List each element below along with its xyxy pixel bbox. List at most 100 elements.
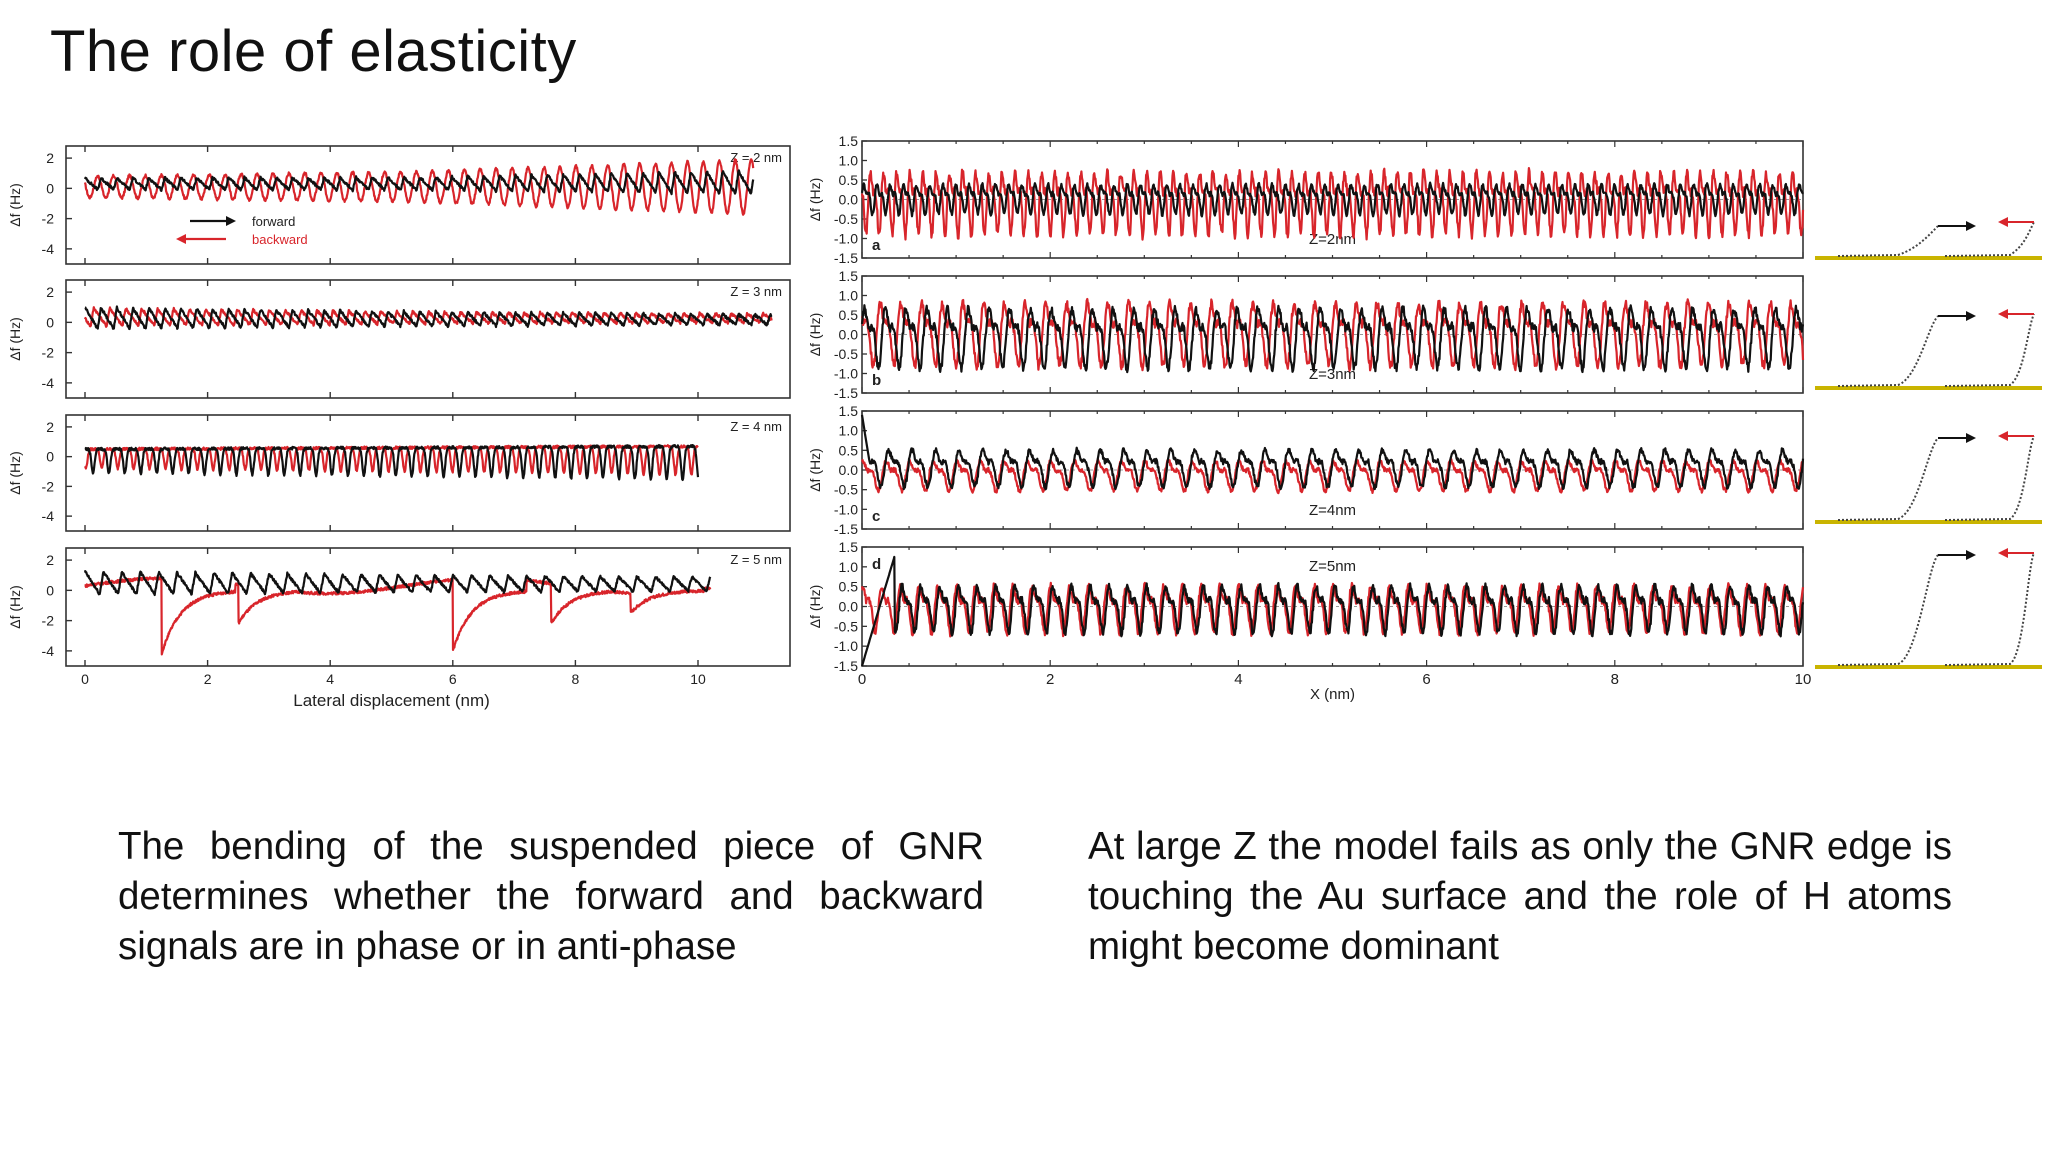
paragraph-right: At large Z the model fails as only the G… [1088,825,1952,968]
y-tick-label: -1.0 [834,231,858,247]
y-tick-label: 2 [46,150,54,166]
x-tick-label: 6 [1422,671,1430,688]
panel-letter: a [872,237,881,254]
y-tick-label: -1.5 [834,250,858,266]
legend-forward-label: forward [252,214,295,229]
y-tick-label: 0.5 [839,579,859,595]
exp-subplot-2: 2 0 -2 -4 Δf (Hz) Z = 3 nm [7,279,791,399]
figure: 2 0 -2 -4 Δf (Hz) Z = 2 nm 2 0 -2 -4 Δf (Hz) Z = 3 … [7,133,2042,710]
z-label: Z = 4 nm [730,419,782,434]
y-tick-label: 1.0 [839,288,859,304]
z-label: Z=4nm [1309,502,1356,519]
x-axis-label: Lateral displacement (nm) [293,691,490,710]
backward-arrow-head [1998,548,2008,558]
exp-trace-backward-4 [84,576,712,656]
x-tick-label: 4 [326,671,334,687]
panel-letter: c [872,508,880,525]
y-tick-label: -4 [42,375,55,391]
z-label: Z = 2 nm [730,150,782,165]
x-tick-label: 10 [1795,671,1812,688]
y-tick-label: 0.0 [839,462,859,478]
gnr-backward-shape [1944,221,2035,257]
sim-trace-forward-a [860,181,1804,218]
y-axis-label: Δf (Hz) [807,178,823,222]
y-tick-label: 0 [46,180,54,196]
y-tick-label: 0.0 [839,327,859,343]
gnr-backward-shape [1944,552,2035,666]
exp-trace-forward-4 [83,570,712,597]
y-axis-label: Δf (Hz) [7,451,23,495]
y-tick-label: -0.5 [834,346,858,362]
sim-trace-forward-b [860,304,1805,374]
sim-trace-forward-c [860,414,1805,491]
sim-subplot-b: 1.5 1.0 0.5 0.0 -0.5 -1.0 -1.5 Δf (Hz) b Z=3nm [807,268,1805,401]
y-tick-label: -1.5 [834,385,858,401]
paragraph-left: The bending of the suspended piece of GN… [118,825,984,968]
x-tick-label: 4 [1234,671,1242,688]
y-tick-label: 1.0 [839,153,859,169]
x-tick-label: 0 [81,671,89,687]
z-label: Z=5nm [1309,558,1356,575]
exp-subplot-frame [65,279,791,399]
sim-trace-forward-d [860,555,1805,667]
exp-subplot-1: 2 0 -2 -4 Δf (Hz) Z = 2 nm [7,145,791,265]
exp-trace-forward-1 [83,169,755,196]
y-tick-label: -4 [42,643,55,659]
sim-trace-backward-a [860,167,1805,241]
exp-trace-forward-2 [84,305,773,331]
y-tick-label: -1.0 [834,366,858,382]
y-tick-label: -0.5 [834,211,858,227]
backward-arrow-head [1998,431,2008,441]
y-tick-label: -1.0 [834,501,858,517]
legend: forward backward [176,214,308,247]
forward-arrow-head [1966,311,1976,321]
y-tick-label: 1.5 [839,133,859,149]
exp-subplot-frame [65,145,791,265]
y-axis-label: Δf (Hz) [7,585,23,629]
panel-letter: b [872,372,881,389]
legend-backward-label: backward [252,232,308,247]
y-axis-label: Δf (Hz) [807,448,823,492]
y-axis-label: Δf (Hz) [807,313,823,357]
x-tick-label: 8 [1611,671,1619,688]
z-label: Z = 5 nm [730,552,782,567]
y-tick-label: -4 [42,241,55,257]
forward-arrow-head [1966,221,1976,231]
y-tick-label: 1.5 [839,539,859,555]
exp-subplot-4: 2 0 -2 -4 Δf (Hz) Z = 5 nm [7,547,791,667]
x-tick-label: 10 [690,671,706,687]
y-tick-label: -2 [42,613,55,629]
backward-arrow-head [1998,309,2008,319]
y-axis-label: Δf (Hz) [7,317,23,361]
exp-subplot-frame [65,547,791,667]
y-tick-label: 0.5 [839,307,859,323]
y-tick-label: 1.0 [839,423,859,439]
y-tick-label: 1.5 [839,403,859,419]
slide-title: The role of elasticity [50,19,577,84]
y-axis-label: Δf (Hz) [7,183,23,227]
exp-subplot-3: 2 0 -2 -4 Δf (Hz) Z = 4 nm [7,414,791,532]
y-tick-label: -4 [42,508,55,524]
exp-subplot-frame [65,414,791,532]
gnr-forward-shape [1837,315,1939,387]
x-tick-label: 8 [572,671,580,687]
experimental-chart: 2 0 -2 -4 Δf (Hz) Z = 2 nm 2 0 -2 -4 Δf (Hz) Z = 3 … [7,145,791,710]
gnr-forward-shape [1837,554,1939,666]
exp-trace-forward-3 [84,444,700,481]
schematic-column [1815,217,2042,669]
y-tick-label: -0.5 [834,618,858,634]
y-tick-label: 0 [46,449,54,465]
z-label: Z = 3 nm [730,284,782,299]
gnr-backward-shape [1944,435,2035,521]
forward-arrow-head [1966,433,1976,443]
sim-trace-backward-b [860,297,1805,372]
y-tick-label: -1.5 [834,521,858,537]
schematic-row-4 [1815,548,2042,669]
y-tick-label: -0.5 [834,482,858,498]
y-tick-label: 0 [46,582,54,598]
y-tick-label: -1.5 [834,658,858,674]
schematic-row-2 [1815,309,2042,390]
sim-subplot-c: 1.5 1.0 0.5 0.0 -0.5 -1.0 -1.5 Δf (Hz) c Z=4nm [807,403,1805,537]
legend-backward-arrow [176,234,186,244]
z-label: Z=3nm [1309,366,1356,383]
